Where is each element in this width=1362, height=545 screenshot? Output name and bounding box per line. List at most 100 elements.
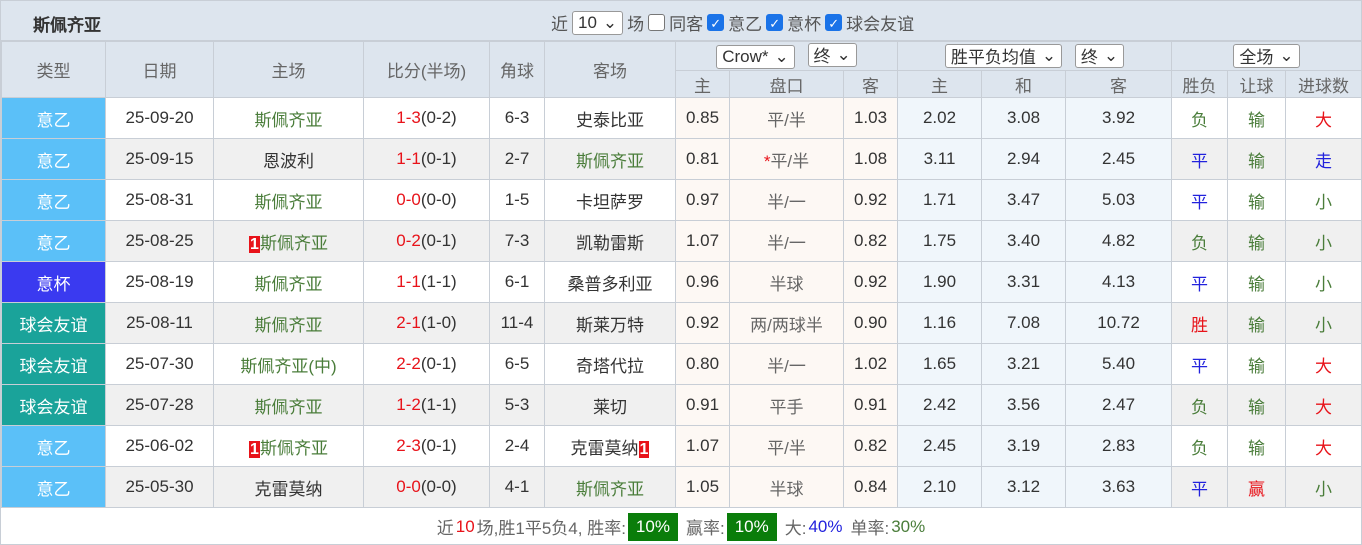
handicap-stage-select[interactable]: 终 ⌄ bbox=[807, 42, 857, 67]
match-score[interactable]: 0-0(0-0) bbox=[363, 179, 490, 221]
half-score: (0-2) bbox=[420, 108, 457, 127]
handicap-home-odds: 1.07 bbox=[675, 220, 730, 262]
match-type[interactable]: 意乙 bbox=[1, 220, 106, 262]
filter-label: 意乙 bbox=[728, 15, 763, 34]
handicap-line-text: 平/半 bbox=[767, 110, 806, 130]
away-team[interactable]: 克雷莫纳1 bbox=[544, 425, 676, 467]
match-row[interactable]: 球会友谊 25-07-28 斯佩齐亚 1-2(1-1) 5-3 莱切 0.91 … bbox=[1, 384, 1362, 426]
period-select[interactable]: 全场 ⌄ bbox=[1233, 43, 1300, 68]
handicap-away-odds: 0.90 bbox=[842, 302, 899, 344]
handicap-line: 半球 bbox=[729, 261, 844, 303]
match-type[interactable]: 意乙 bbox=[1, 179, 106, 221]
filter-checkbox-yiyi[interactable]: ✓ bbox=[707, 14, 725, 31]
euro-home-odds: 2.10 bbox=[897, 466, 983, 508]
home-team[interactable]: 斯佩齐亚 bbox=[213, 261, 364, 303]
match-date: 25-08-11 bbox=[105, 302, 214, 344]
away-team[interactable]: 莱切 bbox=[544, 384, 676, 426]
half-score: (0-0) bbox=[420, 190, 457, 209]
full-score: 0-0 bbox=[396, 477, 421, 496]
match-type[interactable]: 意杯 bbox=[1, 261, 106, 303]
home-team[interactable]: 斯佩齐亚 bbox=[213, 384, 364, 426]
euro-away-odds: 2.83 bbox=[1065, 425, 1173, 467]
match-score[interactable]: 2-3(0-1) bbox=[363, 425, 490, 467]
match-type[interactable]: 意乙 bbox=[1, 138, 106, 180]
match-score[interactable]: 1-3(0-2) bbox=[363, 97, 490, 139]
match-row[interactable]: 意乙 25-06-02 1斯佩齐亚 2-3(0-1) 2-4 克雷莫纳1 1.0… bbox=[1, 425, 1362, 467]
euro-company-select[interactable]: 胜平负均值 ⌄ bbox=[944, 43, 1063, 68]
match-score[interactable]: 2-2(0-1) bbox=[363, 343, 490, 385]
match-row[interactable]: 意乙 25-05-30 克雷莫纳 0-0(0-0) 4-1 斯佩齐亚 1.05 … bbox=[1, 466, 1362, 508]
goals-result: 大 bbox=[1285, 425, 1362, 467]
home-team[interactable]: 恩波利 bbox=[213, 138, 364, 180]
euro-home-odds: 2.45 bbox=[897, 425, 983, 467]
chevron-down-icon: ⌄ bbox=[602, 12, 618, 32]
match-row[interactable]: 球会友谊 25-07-30 斯佩齐亚(中) 2-2(0-1) 6-5 奇塔代拉 … bbox=[1, 343, 1362, 385]
subcol-header: 主 bbox=[675, 70, 730, 98]
home-team[interactable]: 斯佩齐亚 bbox=[213, 302, 364, 344]
away-team[interactable]: 斯佩齐亚 bbox=[544, 138, 676, 180]
match-type[interactable]: 球会友谊 bbox=[1, 302, 106, 344]
filter-checkbox-yibei[interactable]: ✓ bbox=[766, 14, 784, 31]
match-row[interactable]: 意乙 25-08-25 1斯佩齐亚 0-2(0-1) 7-3 凯勒雷斯 1.07… bbox=[1, 220, 1362, 262]
match-score[interactable]: 0-2(0-1) bbox=[363, 220, 490, 262]
match-score[interactable]: 0-0(0-0) bbox=[363, 466, 490, 508]
away-team[interactable]: 史泰比亚 bbox=[544, 97, 676, 139]
summary-count: 10 bbox=[455, 516, 475, 536]
match-type[interactable]: 球会友谊 bbox=[1, 384, 106, 426]
match-score[interactable]: 1-1(1-1) bbox=[363, 261, 490, 303]
away-team[interactable]: 桑普多利亚 bbox=[544, 261, 676, 303]
home-team[interactable]: 克雷莫纳 bbox=[213, 466, 364, 508]
handicap-result: 输 bbox=[1227, 261, 1287, 303]
match-row[interactable]: 意乙 25-09-15 恩波利 1-1(0-1) 2-7 斯佩齐亚 0.81 *… bbox=[1, 138, 1362, 180]
match-score[interactable]: 1-1(0-1) bbox=[363, 138, 490, 180]
match-type[interactable]: 意乙 bbox=[1, 425, 106, 467]
match-date: 25-05-30 bbox=[105, 466, 214, 508]
subcol-header: 进球数 bbox=[1285, 70, 1362, 98]
recent-count-select[interactable]: 10 ⌄ bbox=[572, 10, 624, 35]
handicap-line-text: 半球 bbox=[769, 479, 804, 499]
goals-result: 走 bbox=[1285, 138, 1362, 180]
match-row[interactable]: 意杯 25-08-19 斯佩齐亚 1-1(1-1) 6-1 桑普多利亚 0.96… bbox=[1, 261, 1362, 303]
match-row[interactable]: 意乙 25-08-31 斯佩齐亚 0-0(0-0) 1-5 卡坦萨罗 0.97 … bbox=[1, 179, 1362, 221]
euro-away-odds: 3.92 bbox=[1065, 97, 1173, 139]
away-team-name: 斯莱万特 bbox=[576, 315, 644, 335]
match-score[interactable]: 1-2(1-1) bbox=[363, 384, 490, 426]
corners: 11-4 bbox=[489, 302, 545, 344]
home-team[interactable]: 1斯佩齐亚 bbox=[213, 220, 364, 262]
home-team[interactable]: 斯佩齐亚 bbox=[213, 97, 364, 139]
match-date: 25-08-19 bbox=[105, 261, 214, 303]
match-row[interactable]: 球会友谊 25-08-11 斯佩齐亚 2-1(1-0) 11-4 斯莱万特 0.… bbox=[1, 302, 1362, 344]
home-team[interactable]: 1斯佩齐亚 bbox=[213, 425, 364, 467]
handicap-result: 赢 bbox=[1227, 466, 1287, 508]
full-score: 1-3 bbox=[396, 108, 421, 127]
away-team[interactable]: 凯勒雷斯 bbox=[544, 220, 676, 262]
corners: 2-7 bbox=[489, 138, 545, 180]
away-team[interactable]: 奇塔代拉 bbox=[544, 343, 676, 385]
away-team[interactable]: 卡坦萨罗 bbox=[544, 179, 676, 221]
handicap-line: 半/一 bbox=[729, 220, 844, 262]
filter-checkbox-friendly[interactable]: ✓ bbox=[825, 14, 843, 31]
euro-stage-select[interactable]: 终 ⌄ bbox=[1074, 43, 1125, 68]
col-score: 比分(半场) bbox=[363, 41, 490, 98]
handicap-result: 输 bbox=[1227, 343, 1287, 385]
home-team[interactable]: 斯佩齐亚(中) bbox=[213, 343, 364, 385]
match-type[interactable]: 意乙 bbox=[1, 466, 106, 508]
match-type[interactable]: 球会友谊 bbox=[1, 343, 106, 385]
match-type[interactable]: 意乙 bbox=[1, 97, 106, 139]
euro-home-odds: 2.02 bbox=[897, 97, 983, 139]
match-row[interactable]: 意乙 25-09-20 斯佩齐亚 1-3(0-2) 6-3 史泰比亚 0.85 … bbox=[1, 97, 1362, 139]
away-team[interactable]: 斯莱万特 bbox=[544, 302, 676, 344]
result: 负 bbox=[1171, 97, 1229, 139]
match-score[interactable]: 2-1(1-0) bbox=[363, 302, 490, 344]
col-away: 客场 bbox=[544, 41, 676, 98]
full-score: 0-0 bbox=[396, 190, 421, 209]
same-away-checkbox[interactable] bbox=[648, 14, 666, 31]
home-team-name: 斯佩齐亚 bbox=[259, 233, 328, 253]
handicap-line-text: 半/一 bbox=[767, 356, 806, 376]
star-mark: * bbox=[763, 151, 771, 171]
full-score: 1-1 bbox=[396, 149, 421, 168]
handicap-company-select[interactable]: Crow* ⌄ bbox=[716, 45, 795, 70]
away-team[interactable]: 斯佩齐亚 bbox=[544, 466, 676, 508]
euro-home-odds: 1.90 bbox=[897, 261, 983, 303]
home-team[interactable]: 斯佩齐亚 bbox=[213, 179, 364, 221]
